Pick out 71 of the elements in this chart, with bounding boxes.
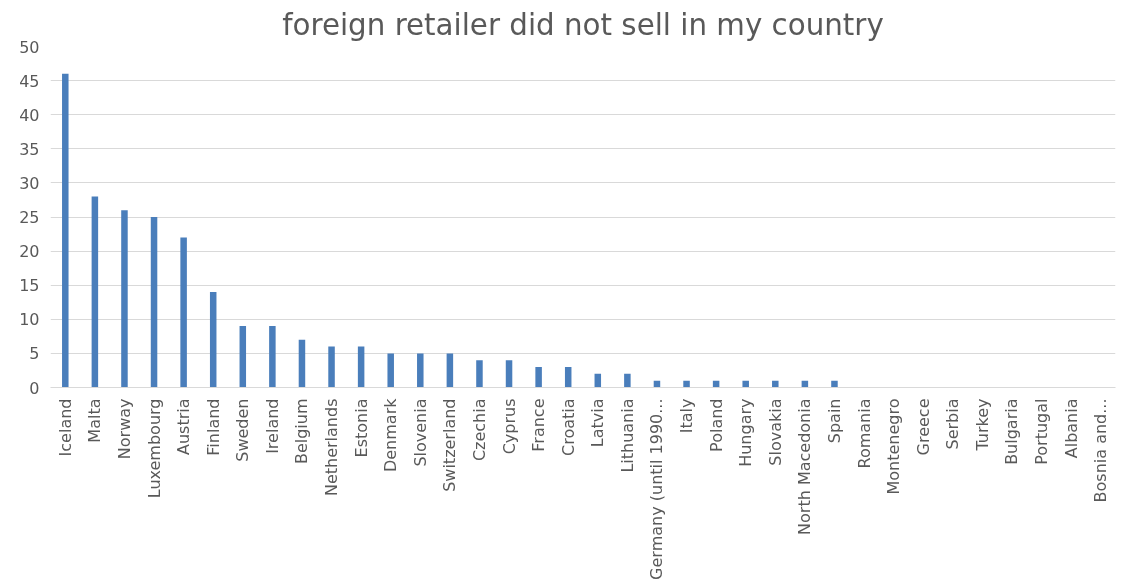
- x-tick-label: Poland: [706, 398, 726, 452]
- x-tick-label: Bosnia and...: [1091, 398, 1111, 503]
- bar: [742, 380, 749, 388]
- y-tick-label: 5: [29, 344, 40, 364]
- bar: [62, 73, 69, 388]
- x-tick-label: Estonia: [351, 398, 371, 458]
- bar: [209, 292, 217, 388]
- x-tick-label: Albania: [1061, 398, 1081, 459]
- bar: [624, 373, 631, 388]
- x-tick-label: Austria: [174, 398, 194, 456]
- x-tick-label: Denmark: [381, 397, 401, 473]
- bar: [150, 217, 158, 388]
- bar: [269, 326, 276, 388]
- bar: [417, 353, 424, 388]
- x-tick-label: Germany (until 1990...: [647, 398, 667, 580]
- bar: [387, 353, 394, 388]
- x-tick-label: Finland: [203, 398, 223, 456]
- x-tick-label: Croatia: [558, 398, 578, 457]
- x-tick-label: Belgium: [292, 398, 312, 465]
- bar: [298, 339, 306, 388]
- x-tick-label: North Macedonia: [795, 398, 815, 535]
- x-tick-label: Netherlands: [322, 398, 342, 497]
- x-tick-label: Norway: [114, 398, 134, 460]
- chart-title: foreign retailer did not sell in my country: [282, 7, 884, 42]
- x-tick-label: Serbia: [943, 398, 963, 450]
- x-tick-label: Sweden: [233, 398, 253, 462]
- bar: [239, 326, 247, 388]
- x-tick-label: Romania: [854, 398, 874, 469]
- bar: [446, 353, 454, 388]
- x-tick-label: Greece: [913, 398, 933, 456]
- x-tick-label: Italy: [677, 398, 697, 434]
- y-tick-label: 30: [19, 173, 40, 193]
- bar: [505, 360, 513, 388]
- x-tick-label: Hungary: [736, 398, 756, 467]
- x-tick-label: Ireland: [262, 398, 282, 454]
- bar: [328, 346, 335, 388]
- y-tick-label: 50: [19, 37, 40, 57]
- y-tick-label: 45: [19, 71, 40, 91]
- bar: [772, 380, 779, 388]
- bar: [535, 367, 542, 388]
- y-tick-label: 35: [19, 139, 40, 159]
- bar: [91, 196, 99, 388]
- y-tick-label: 40: [19, 105, 40, 125]
- bar: [564, 367, 572, 388]
- bar: [121, 210, 128, 388]
- x-tick-label: Latvia: [588, 398, 608, 448]
- x-tick-label: Malta: [85, 398, 105, 443]
- x-tick-label: Lithuania: [617, 398, 637, 473]
- y-tick-label: 10: [19, 310, 40, 330]
- bar: [683, 380, 690, 388]
- bar: [831, 380, 838, 388]
- x-tick-label: Slovenia: [410, 398, 430, 467]
- y-tick-label: 20: [19, 242, 40, 262]
- bar: [357, 346, 365, 388]
- y-tick-label: 0: [29, 378, 40, 398]
- bar: [180, 237, 187, 388]
- y-tick-label: 15: [19, 276, 40, 296]
- x-tick-label: Slovakia: [765, 398, 785, 466]
- x-tick-label: Bulgaria: [1002, 398, 1022, 465]
- x-tick-label: Iceland: [55, 398, 75, 457]
- x-tick-label: Switzerland: [440, 398, 460, 492]
- bar: [476, 360, 483, 388]
- x-tick-label: France: [529, 398, 549, 452]
- x-tick-label: Portugal: [1032, 398, 1052, 465]
- x-tick-label: Montenegro: [884, 398, 904, 495]
- x-tick-label: Luxembourg: [144, 398, 164, 499]
- y-tick-label: 25: [19, 208, 40, 227]
- x-tick-label: Czechia: [469, 398, 489, 462]
- x-tick-label: Spain: [824, 398, 844, 444]
- x-tick-label: Cyprus: [499, 398, 519, 455]
- x-tick-label: Turkey: [972, 398, 992, 452]
